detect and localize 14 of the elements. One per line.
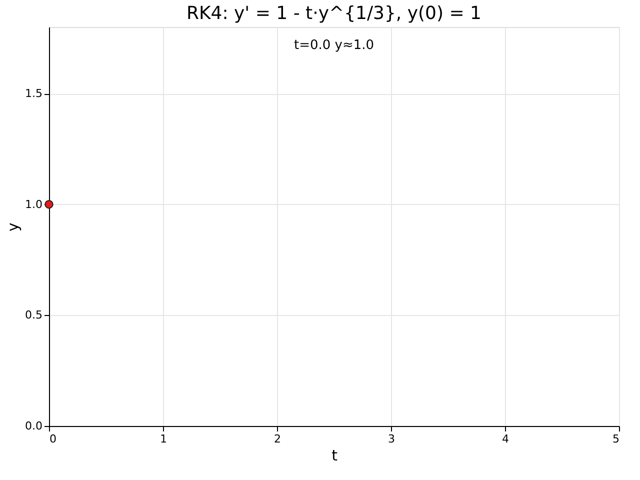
y-tick-label: 1.5 (25, 87, 42, 100)
x-tick-label: 5 (612, 432, 620, 446)
x-tick-label: 3 (388, 432, 395, 446)
x-tick-label: 4 (502, 432, 509, 446)
annotation: t=0.0 y≈1.0 (294, 38, 374, 53)
x-axis-title: t (332, 446, 338, 464)
y-tick-label: 0.0 (25, 420, 42, 432)
y-axis-title: y (4, 222, 22, 232)
y-tick-label: 0.5 (25, 308, 42, 322)
x-tick-label: 2 (274, 432, 281, 446)
chart-title: RK4: y' = 1 - t·y^{1/3}, y(0) = 1 (186, 3, 482, 24)
x-tick-label: 1 (160, 432, 167, 446)
x-tick-label: 0 (50, 432, 56, 446)
y-tick-label: 1.0 (25, 198, 42, 211)
